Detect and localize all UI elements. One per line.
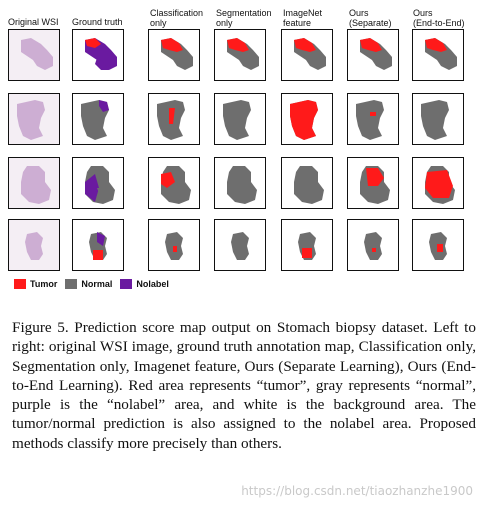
legend-label-nolabel: Nolabel <box>136 279 169 289</box>
map-cell-row2-ours-separate <box>347 93 399 145</box>
legend-item-tumor: Tumor <box>14 279 57 289</box>
map-cell-row1-ours-end-to-end <box>412 29 464 81</box>
map-cell-row1-classification-only <box>148 29 200 81</box>
col-header-ours-separate: Ours (Separate) <box>349 8 392 28</box>
map-cell-row3-segmentation-only <box>214 157 266 209</box>
map-cell-row1-ground-truth <box>72 29 124 81</box>
col-header-imagenet-feature: ImageNet feature <box>283 8 323 28</box>
map-cell-row4-ours-end-to-end <box>412 219 464 271</box>
map-cell-row1-ours-separate <box>347 29 399 81</box>
legend-label-tumor: Tumor <box>30 279 58 289</box>
map-cell-row2-classification-only <box>148 93 200 145</box>
map-cell-row1-original-wsi <box>8 29 60 81</box>
map-cell-row4-ground-truth <box>72 219 124 271</box>
map-cell-row2-ground-truth <box>72 93 124 145</box>
watermark: https://blog.csdn.net/tiaozhanzhe1900 <box>241 484 473 498</box>
legend-swatch-nolabel <box>120 279 133 289</box>
map-cell-row3-ground-truth <box>72 157 124 209</box>
col-header-original-wsi: Original WSI <box>8 17 59 27</box>
map-cell-row4-original-wsi <box>8 219 60 271</box>
map-cell-row4-segmentation-only <box>214 219 266 271</box>
legend-item-nolabel: Nolabel <box>120 279 169 289</box>
map-cell-row2-segmentation-only <box>214 93 266 145</box>
map-cell-row2-imagenet-feature <box>281 93 333 145</box>
map-cell-row2-ours-end-to-end <box>412 93 464 145</box>
map-cell-row3-original-wsi <box>8 157 60 209</box>
legend-swatch-tumor <box>14 279 26 289</box>
col-header-ground-truth: Ground truth <box>72 17 123 27</box>
legend-swatch-normal <box>65 279 78 289</box>
col-header-classification-only: Classification only <box>150 8 204 28</box>
map-cell-row4-classification-only <box>148 219 200 271</box>
map-cell-row4-imagenet-feature <box>281 219 333 271</box>
map-cell-row4-ours-separate <box>347 219 399 271</box>
map-cell-row3-imagenet-feature <box>281 157 333 209</box>
col-header-ours-end-to-end: Ours (End-to-End) <box>413 8 465 28</box>
figure-caption: Figure 5. Prediction score map output on… <box>12 319 476 452</box>
map-cell-row3-ours-end-to-end <box>412 157 464 209</box>
map-cell-row1-segmentation-only <box>214 29 266 81</box>
map-cell-row1-imagenet-feature <box>281 29 333 81</box>
legend-item-normal: Normal <box>65 279 112 289</box>
map-cell-row2-original-wsi <box>8 93 60 145</box>
map-cell-row3-ours-separate <box>347 157 399 209</box>
map-cell-row3-classification-only <box>148 157 200 209</box>
legend: Tumor Normal Nolabel <box>14 279 177 289</box>
legend-label-normal: Normal <box>81 279 113 289</box>
col-header-segmentation-only: Segmentation only <box>216 8 272 28</box>
